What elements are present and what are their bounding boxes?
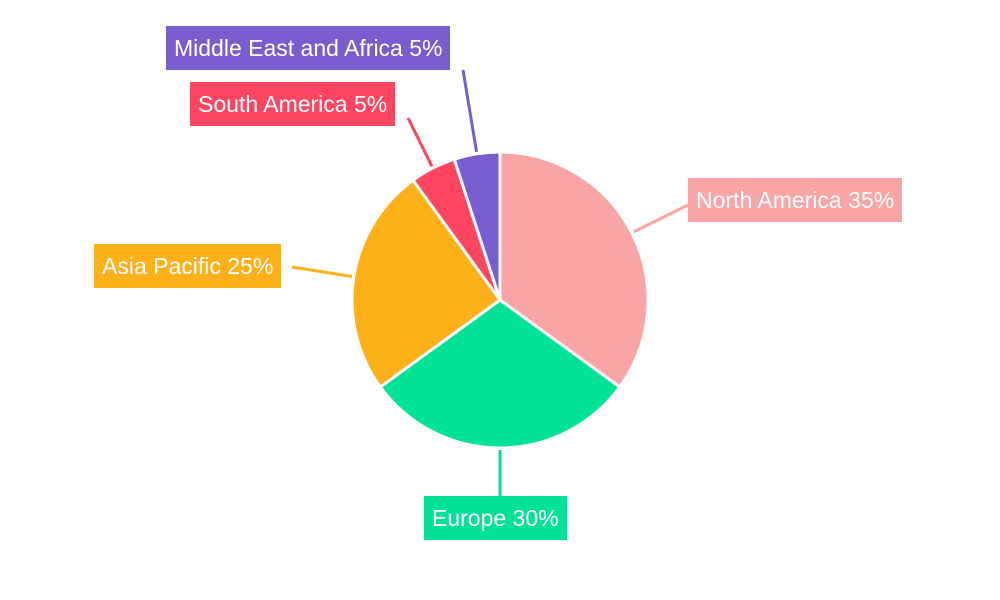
label-south-america: South America 5% [190,82,396,126]
label-asia-pacific: Asia Pacific 25% [94,244,282,288]
label-north-america: North America 35% [688,178,903,222]
label-europe: Europe 30% [424,496,567,540]
leader-line [632,203,689,234]
leader-line [406,117,434,168]
pie-slice-middle-east-and-africa[interactable] [452,150,502,301]
leader-line [291,265,353,279]
label-middle-east-africa: Middle East and Africa 5% [166,26,451,70]
pie-slice-asia-pacific[interactable] [350,178,503,390]
pie-slice-north-america[interactable] [498,150,650,390]
pie-slice-europe[interactable] [378,298,622,450]
leader-line [461,69,479,153]
